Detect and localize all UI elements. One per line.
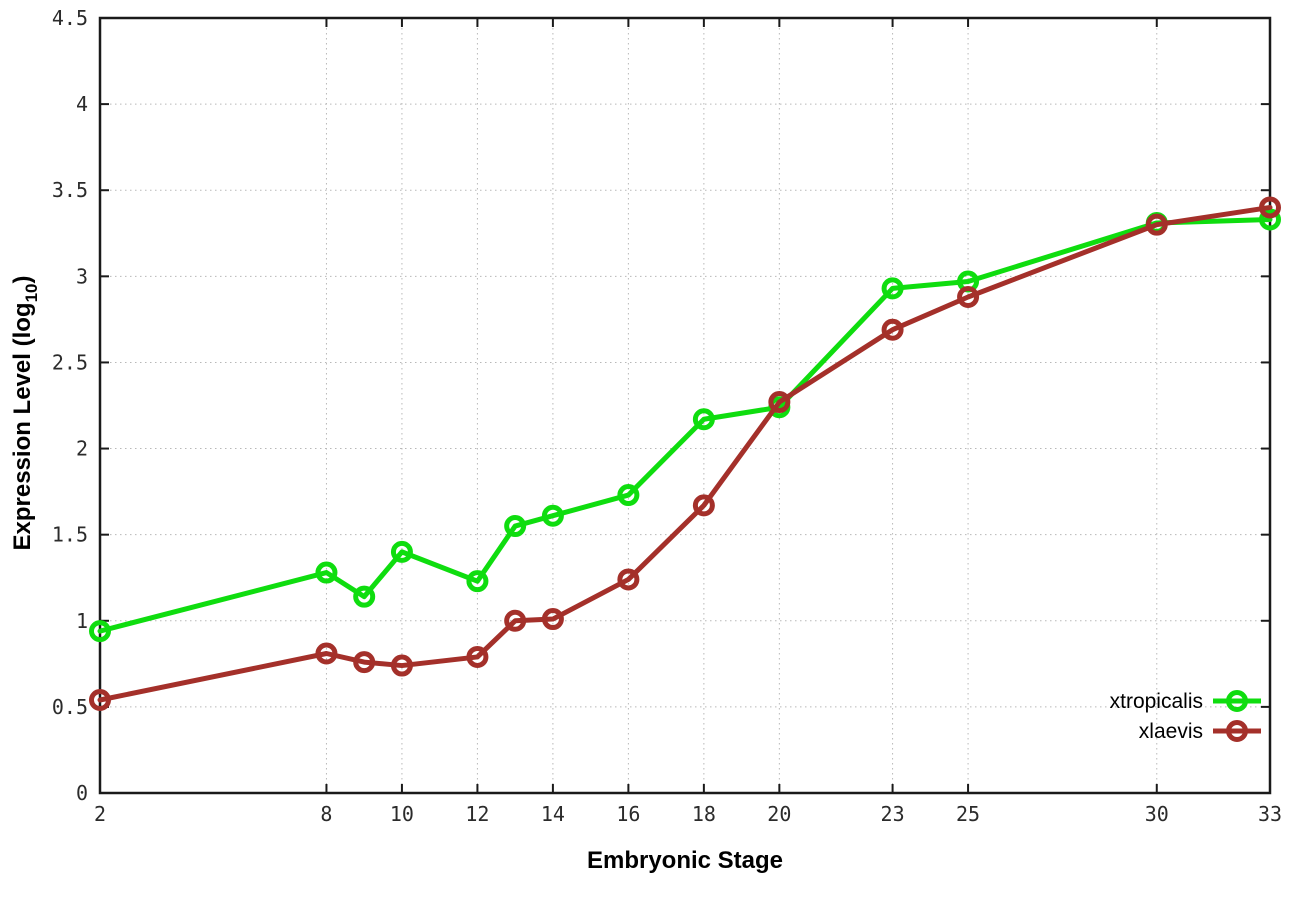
y-tick-label: 2 (76, 437, 88, 461)
data-point-xtropicalis (390, 540, 413, 563)
x-tick-label: 25 (956, 802, 980, 826)
legend-sample-marker-xlaevis (1226, 720, 1248, 742)
data-point-xtropicalis (315, 561, 338, 584)
x-tick-label: 20 (767, 802, 791, 826)
data-point-xlaevis (617, 568, 640, 591)
data-point-xlaevis (390, 654, 413, 677)
x-tick-label: 16 (616, 802, 640, 826)
x-tick-label: 18 (692, 802, 716, 826)
y-tick-label: 3 (76, 264, 88, 288)
data-point-xlaevis (692, 494, 715, 517)
x-tick-label: 12 (465, 802, 489, 826)
y-tick-label: 1.5 (52, 523, 88, 547)
legend-sample-marker-xtropicalis (1226, 690, 1248, 712)
data-point-xlaevis (957, 286, 980, 308)
x-tick-label: 30 (1145, 802, 1169, 826)
data-point-xlaevis (89, 689, 111, 711)
series-line-xlaevis (97, 204, 1273, 703)
plot-border (98, 16, 1272, 795)
data-point-xtropicalis (881, 277, 904, 300)
y-axis-title-sub: 10 (22, 284, 41, 303)
series-line-xtropicalis (97, 217, 1273, 634)
legend: xtropicalis xlaevis (1110, 690, 1261, 743)
y-axis-title-main: Expression Level (log (9, 302, 36, 550)
data-point-xtropicalis (504, 515, 527, 538)
data-point-xlaevis (315, 642, 338, 665)
grid-layer (100, 18, 1270, 793)
y-tick-label: 0.5 (52, 695, 88, 719)
data-point-xtropicalis (89, 620, 111, 643)
data-point-xtropicalis (1259, 208, 1281, 231)
legend-label-xtropicalis: xtropicalis (1110, 690, 1203, 713)
tick-label-layer: 2 8 10 12 14 16 18 20 23 25 30 33 0 0.5 1 1.5 2 2.5 3 3.5 4 4… (52, 6, 1282, 826)
data-point-xtropicalis (692, 408, 715, 431)
data-point-xtropicalis (541, 504, 564, 527)
y-tick-label: 0 (76, 781, 88, 805)
legend-label-xlaevis: xlaevis (1139, 720, 1203, 743)
data-point-xlaevis (353, 651, 376, 674)
x-tick-label: 8 (320, 802, 332, 826)
y-tick-label: 1 (76, 609, 88, 633)
data-point-xtropicalis (353, 585, 376, 608)
x-tick-label: 10 (390, 802, 414, 826)
series-layer (89, 196, 1281, 711)
data-point-xtropicalis (466, 570, 489, 593)
data-point-xlaevis (1145, 213, 1168, 236)
tick-layer (99, 17, 1271, 794)
data-point-xlaevis (768, 391, 791, 414)
x-tick-label: 23 (881, 802, 905, 826)
data-point-xlaevis (541, 608, 564, 631)
x-tick-label: 14 (541, 802, 565, 826)
data-point-xlaevis (1259, 196, 1281, 219)
x-tick-label: 2 (94, 802, 106, 826)
y-tick-label: 4 (76, 92, 88, 116)
data-point-xlaevis (881, 318, 904, 341)
x-axis-title: Embryonic Stage (587, 847, 783, 874)
y-tick-label: 2.5 (52, 350, 88, 374)
data-point-xtropicalis (617, 484, 640, 507)
data-point-xlaevis (466, 645, 489, 668)
y-tick-label: 3.5 (52, 178, 88, 202)
y-axis-title-suffix: ) (9, 276, 36, 284)
data-point-xlaevis (504, 609, 527, 632)
y-axis-title: Expression Level (log10) (9, 276, 41, 551)
x-tick-label: 33 (1258, 802, 1282, 826)
y-tick-label: 4.5 (52, 6, 88, 30)
